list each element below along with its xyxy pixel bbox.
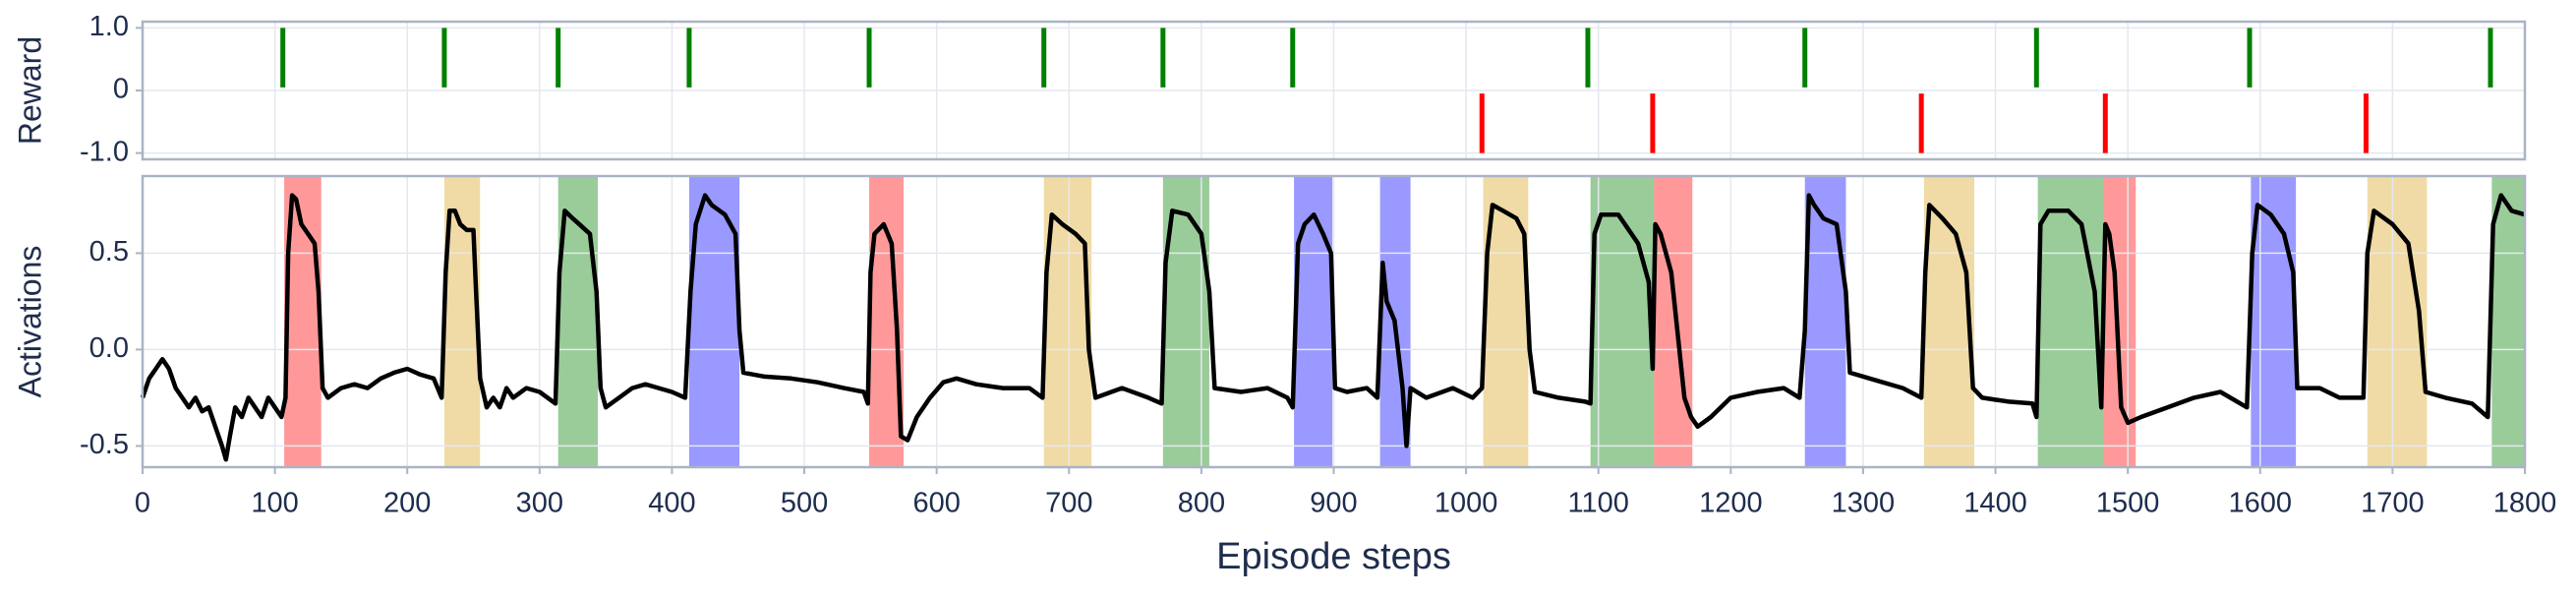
x-tick-label: 1400 [1963, 488, 2027, 519]
highlight-span [1923, 176, 1975, 467]
x-tick-label: 200 [383, 488, 431, 519]
x-tick-label: 0 [135, 488, 150, 519]
x-tick-label: 600 [912, 488, 960, 519]
x-tick-label: 1700 [2361, 488, 2425, 519]
axes-frame [141, 174, 2527, 469]
y-axis-label: Activations [12, 246, 47, 398]
y-tick-label: 0.5 [89, 236, 129, 268]
x-tick-label: 1000 [1434, 488, 1498, 519]
x-tick-label: 1600 [2229, 488, 2293, 519]
x-tick-label: 1100 [1568, 488, 1629, 519]
x-tick-label: 1300 [1832, 488, 1896, 519]
highlight-span [1804, 176, 1846, 467]
x-tick-label: 1800 [2493, 488, 2557, 519]
highlight-span [2367, 176, 2428, 467]
x-tick-label: 400 [648, 488, 695, 519]
activation-line [140, 193, 2526, 462]
highlight-span [1294, 176, 1333, 467]
x-tick-label: 800 [1178, 488, 1225, 519]
x-tick-label: 1500 [2096, 488, 2160, 519]
x-axis-label: Episode steps [1216, 536, 1451, 577]
highlight-span [2491, 176, 2525, 467]
y-tick-label: 0.0 [89, 332, 129, 364]
y-tick-label: 0 [113, 74, 129, 105]
highlight-span [1590, 176, 1655, 467]
x-tick-label: 700 [1045, 488, 1092, 519]
x-tick-label: 500 [781, 488, 828, 519]
x-tick-label: 100 [251, 488, 298, 519]
x-tick-label: 900 [1310, 488, 1357, 519]
highlight-span [2037, 176, 2104, 467]
x-tick-label: 300 [516, 488, 563, 519]
highlight-span [2251, 176, 2297, 467]
axes-frame [141, 20, 2527, 161]
highlight-span [1654, 176, 1693, 467]
y-tick-label: -1.0 [80, 136, 129, 167]
highlight-span [2103, 176, 2137, 467]
x-tick-label: 1200 [1699, 488, 1763, 519]
y-tick-label: -0.5 [80, 429, 129, 460]
y-tick-label: 1.0 [89, 11, 129, 42]
y-axis-label: Reward [12, 36, 47, 145]
